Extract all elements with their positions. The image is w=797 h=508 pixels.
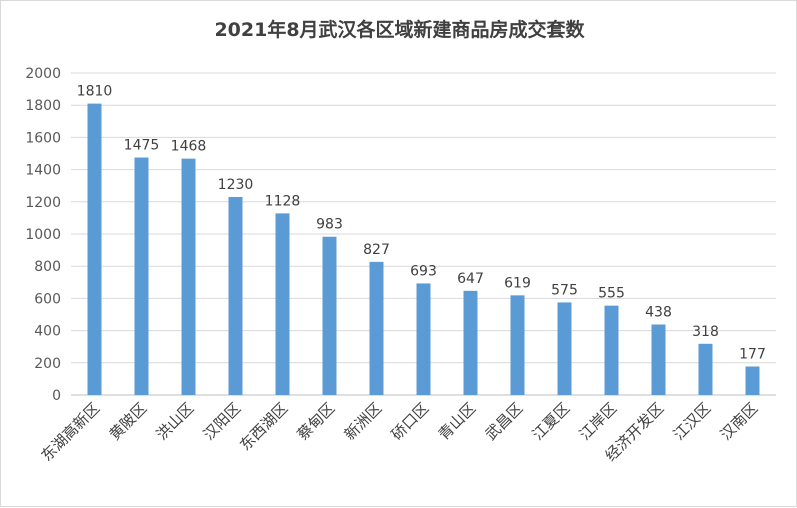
data-label: 647 — [457, 271, 484, 287]
x-tick-label: 黄陂区 — [106, 399, 151, 444]
x-tick-label: 硚口区 — [388, 399, 433, 444]
y-tick-label: 200 — [34, 356, 61, 372]
x-tick-label: 武昌区 — [482, 399, 527, 444]
data-label: 438 — [645, 304, 672, 320]
bar — [181, 158, 196, 395]
bar — [698, 343, 713, 395]
x-tick-label: 江汉区 — [670, 399, 715, 444]
bar — [745, 366, 760, 395]
chart-title: 2021年8月武汉各区域新建商品房成交套数 — [214, 19, 585, 41]
y-tick-label: 1800 — [25, 98, 61, 114]
data-label: 575 — [551, 282, 578, 298]
data-label: 827 — [363, 242, 390, 258]
y-tick-label: 1600 — [25, 130, 61, 146]
data-label: 693 — [410, 263, 437, 279]
y-tick-label: 800 — [34, 259, 61, 275]
bar — [228, 196, 243, 395]
bar — [604, 305, 619, 395]
x-tick-label: 东西湖区 — [236, 399, 291, 454]
y-tick-label: 400 — [34, 324, 61, 340]
y-tick-label: 1200 — [25, 195, 61, 211]
x-tick-label: 洪山区 — [153, 399, 198, 444]
bar — [557, 302, 572, 395]
bar — [510, 295, 525, 395]
data-label: 1475 — [124, 138, 160, 154]
y-tick-label: 2000 — [25, 66, 61, 82]
x-tick-label: 江岸区 — [576, 399, 621, 444]
y-tick-label: 1000 — [25, 227, 61, 243]
data-label: 983 — [316, 217, 343, 233]
bar — [322, 236, 337, 395]
x-tick-label: 东湖高新区 — [38, 399, 104, 465]
x-tick-label: 新洲区 — [341, 399, 386, 444]
x-tick-label: 汉阳区 — [200, 399, 245, 444]
y-axis: 0 200 400 600 800 1000 1200 1400 1600 1800 2000 — [25, 66, 61, 404]
data-label: 177 — [739, 347, 766, 363]
bar — [416, 283, 431, 395]
bar — [463, 290, 478, 395]
data-label: 1230 — [218, 177, 254, 193]
data-label: 619 — [504, 275, 531, 291]
data-label: 318 — [692, 324, 719, 340]
y-tick-label: 600 — [34, 291, 61, 307]
data-label: 1468 — [171, 139, 207, 155]
x-tick-label: 蔡甸区 — [294, 399, 339, 444]
bar — [369, 261, 384, 395]
x-tick-label: 江夏区 — [529, 399, 574, 444]
y-tick-label: 0 — [52, 388, 61, 404]
x-tick-label: 青山区 — [435, 399, 480, 444]
data-label: 1810 — [77, 84, 113, 100]
bar — [275, 213, 290, 395]
x-tick-label: 汉南区 — [717, 399, 762, 444]
data-label: 555 — [598, 286, 625, 302]
data-label: 1128 — [265, 193, 301, 209]
bar — [651, 324, 666, 395]
bars — [87, 103, 760, 395]
bar — [87, 103, 102, 395]
data-labels: 1810 1475 1468 1230 1128 983 827 693 647 619 575 55… — [77, 84, 766, 363]
bar — [134, 157, 149, 395]
y-tick-label: 1400 — [25, 163, 61, 179]
